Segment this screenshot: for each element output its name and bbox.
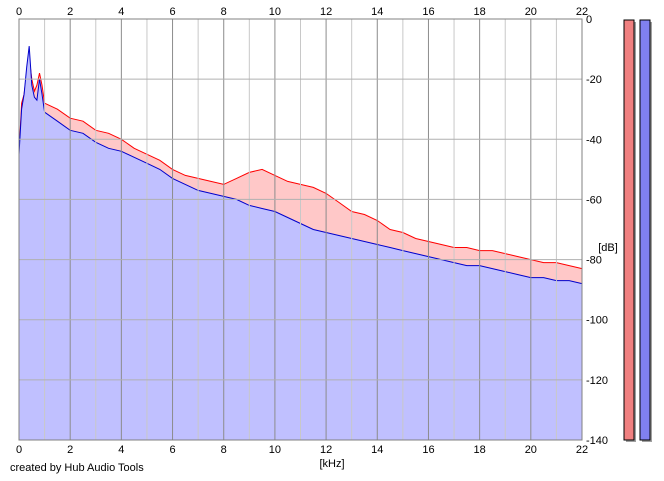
plot-frame — [18, 18, 583, 441]
x-tick-label-bottom: 18 — [474, 444, 486, 456]
x-tick-label-bottom: 2 — [67, 444, 73, 456]
y-tick-label: -80 — [586, 255, 602, 267]
x-tick-label-top: 22 — [576, 6, 588, 18]
x-tick-label-bottom: 10 — [269, 444, 281, 456]
x-tick-label-top: 14 — [371, 6, 383, 18]
y-axis-label: [dB] — [598, 242, 618, 254]
x-tick-label-bottom: 14 — [371, 444, 383, 456]
y-tick-labels: 0 -20 -40 -60 -80 -100 -120 -140 — [586, 14, 608, 447]
x-tick-label-bottom: 22 — [576, 444, 588, 456]
y-tick-label: -20 — [586, 74, 602, 86]
y-tick-label: -140 — [586, 435, 608, 447]
x-tick-label-top: 4 — [118, 6, 124, 18]
x-tick-label-top: 20 — [525, 6, 537, 18]
x-tick-label-top: 12 — [320, 6, 332, 18]
level-meters — [623, 19, 652, 442]
x-tick-label-bottom: 20 — [525, 444, 537, 456]
x-tick-labels-bottom: 0 2 4 6 8 10 12 14 16 18 20 22 — [16, 444, 588, 456]
x-tick-label-top: 16 — [422, 6, 434, 18]
y-tick-label: -120 — [586, 375, 608, 387]
x-tick-label-bottom: 16 — [422, 444, 434, 456]
x-tick-label-top: 18 — [474, 6, 486, 18]
x-tick-label-bottom: 0 — [16, 444, 22, 456]
x-axis-label: [kHz] — [319, 458, 344, 470]
level-meter-0 — [623, 19, 635, 441]
level-meter-1 — [639, 19, 651, 441]
x-tick-label-bottom: 6 — [169, 444, 175, 456]
x-tick-label-bottom: 4 — [118, 444, 124, 456]
x-tick-label-bottom: 12 — [320, 444, 332, 456]
x-tick-label-top: 0 — [16, 6, 22, 18]
x-tick-label-top: 2 — [67, 6, 73, 18]
x-tick-labels-top: 0 2 4 6 8 10 12 14 16 18 20 22 — [16, 6, 588, 18]
x-tick-label-bottom: 8 — [221, 444, 227, 456]
credit-text: created by Hub Audio Tools — [10, 462, 144, 474]
x-tick-label-top: 8 — [221, 6, 227, 18]
y-tick-label: 0 — [586, 14, 592, 26]
y-tick-label: -60 — [586, 194, 602, 206]
x-tick-label-top: 6 — [169, 6, 175, 18]
x-tick-label-top: 10 — [269, 6, 281, 18]
y-tick-label: -40 — [586, 134, 602, 146]
y-tick-label: -100 — [586, 315, 608, 327]
